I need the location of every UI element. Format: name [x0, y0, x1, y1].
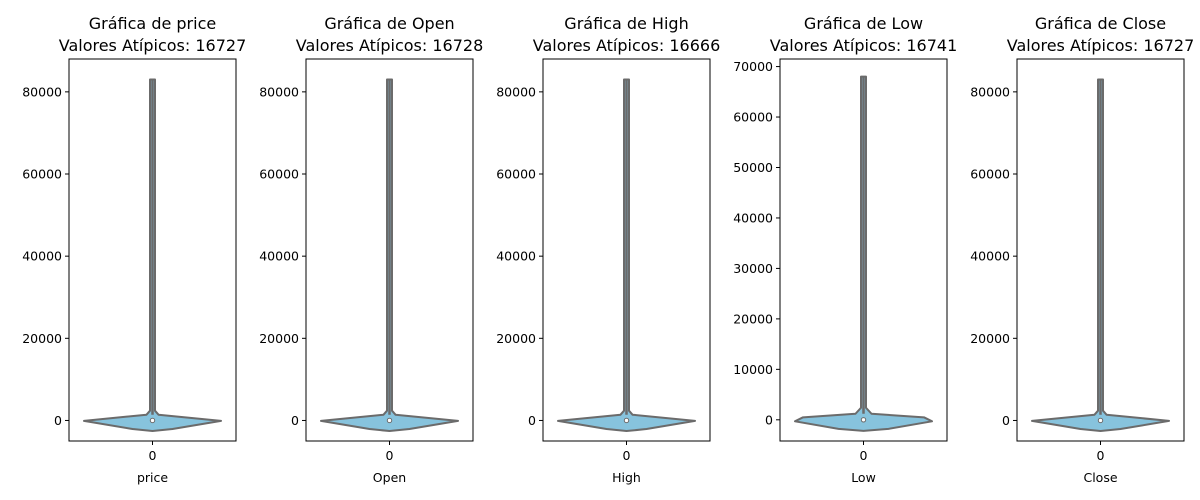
y-tick-label: 10000	[733, 362, 773, 377]
violin-median-dot	[623, 417, 630, 424]
y-tick-label: 60000	[496, 167, 536, 182]
subplot-subtitle: Valores Atípicos: 16727	[1007, 36, 1195, 55]
y-tick-label: 50000	[733, 160, 773, 175]
y-tick-label: 20000	[970, 331, 1010, 346]
y-tick-label: 30000	[733, 261, 773, 276]
x-axis-label: Open	[373, 470, 406, 485]
subplot-4: Gráfica de Low Valores Atípicos: 16741 0 10…	[733, 14, 957, 485]
subplot-title: Gráfica de price	[89, 14, 216, 33]
y-tick-label: 40000	[259, 249, 299, 264]
x-tick-label: 0	[149, 448, 157, 463]
y-tick-label: 60000	[970, 167, 1010, 182]
y-tick-label: 80000	[259, 84, 299, 99]
x-axis-label: Close	[1083, 470, 1117, 485]
y-tick-label: 60000	[733, 110, 773, 125]
y-tick-label: 80000	[22, 84, 62, 99]
violin-median-dot	[860, 417, 867, 423]
x-tick-label: 0	[860, 448, 868, 463]
subplot-title: Gráfica de High	[564, 14, 688, 33]
y-tick-label: 0	[54, 413, 62, 428]
subplot-1: Gráfica de price Valores Atípicos: 16727 0…	[22, 14, 246, 485]
subplot-2: Gráfica de Open Valores Atípicos: 16728 0 2…	[259, 14, 483, 485]
subplot-subtitle: Valores Atípicos: 16728	[296, 36, 484, 55]
subplot-subtitle: Valores Atípicos: 16666	[533, 36, 721, 55]
y-tick-label: 70000	[733, 59, 773, 74]
violin-median-dot	[386, 417, 393, 424]
y-tick-label: 0	[1002, 413, 1010, 428]
x-tick-label: 0	[623, 448, 631, 463]
y-tick-label: 40000	[22, 249, 62, 264]
y-tick-label: 80000	[970, 84, 1010, 99]
y-tick-label: 20000	[22, 331, 62, 346]
violin-median-dot	[149, 417, 156, 424]
subplot-3: Gráfica de High Valores Atípicos: 16666 0 2…	[496, 14, 720, 485]
subplot-5: Gráfica de Close Valores Atípicos: 16727 0…	[970, 14, 1194, 485]
x-tick-label: 0	[1097, 448, 1105, 463]
x-tick-label: 0	[386, 448, 394, 463]
subplot-subtitle: Valores Atípicos: 16741	[770, 36, 958, 55]
y-tick-label: 20000	[496, 331, 536, 346]
y-tick-label: 0	[291, 413, 299, 428]
y-tick-label: 40000	[496, 249, 536, 264]
y-tick-label: 40000	[970, 249, 1010, 264]
y-tick-label: 0	[528, 413, 536, 428]
y-tick-label: 20000	[259, 331, 299, 346]
violin-median-dot	[1097, 417, 1104, 424]
y-tick-label: 60000	[259, 167, 299, 182]
x-axis-label: price	[137, 470, 168, 485]
subplot-title: Gráfica de Low	[804, 14, 923, 33]
y-tick-label: 60000	[22, 167, 62, 182]
x-axis-label: High	[612, 470, 641, 485]
subplot-title: Gráfica de Open	[324, 14, 454, 33]
subplot-title: Gráfica de Close	[1035, 14, 1166, 33]
y-tick-label: 80000	[496, 84, 536, 99]
y-tick-label: 40000	[733, 210, 773, 225]
x-axis-label: Low	[851, 470, 876, 485]
y-tick-label: 0	[765, 412, 773, 427]
y-tick-label: 20000	[733, 311, 773, 326]
subplot-subtitle: Valores Atípicos: 16727	[59, 36, 247, 55]
